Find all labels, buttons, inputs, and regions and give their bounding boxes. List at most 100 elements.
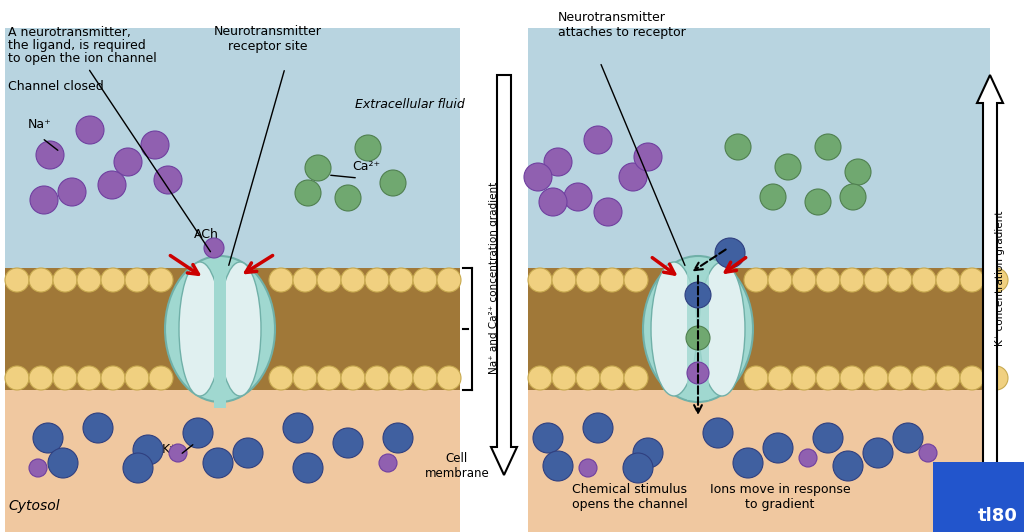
Circle shape [30, 186, 58, 214]
Circle shape [125, 268, 150, 292]
FancyBboxPatch shape [528, 268, 990, 390]
Circle shape [36, 141, 63, 169]
Circle shape [341, 268, 365, 292]
Circle shape [912, 268, 936, 292]
Text: ACh: ACh [194, 228, 219, 241]
Circle shape [792, 366, 816, 390]
Circle shape [524, 163, 552, 191]
Circle shape [633, 438, 663, 468]
Circle shape [154, 166, 182, 194]
Circle shape [733, 448, 763, 478]
Circle shape [125, 366, 150, 390]
Circle shape [29, 459, 47, 477]
FancyArrow shape [490, 75, 517, 475]
Circle shape [715, 238, 745, 268]
Ellipse shape [219, 262, 261, 396]
Circle shape [543, 451, 573, 481]
Circle shape [380, 170, 406, 196]
Circle shape [912, 366, 936, 390]
Circle shape [58, 178, 86, 206]
Circle shape [204, 238, 224, 258]
Text: Neurotransmitter
receptor site: Neurotransmitter receptor site [214, 25, 322, 53]
FancyBboxPatch shape [687, 270, 709, 400]
Circle shape [77, 268, 101, 292]
Circle shape [760, 184, 786, 210]
Circle shape [863, 438, 893, 468]
Circle shape [961, 268, 984, 292]
Text: Ions move in response
to gradient: Ions move in response to gradient [710, 483, 850, 511]
Circle shape [618, 163, 647, 191]
Circle shape [317, 366, 341, 390]
Circle shape [29, 268, 53, 292]
Ellipse shape [165, 256, 275, 402]
FancyBboxPatch shape [214, 266, 226, 408]
Circle shape [552, 366, 575, 390]
Circle shape [840, 268, 864, 292]
FancyArrow shape [977, 75, 1002, 470]
Circle shape [815, 134, 841, 160]
FancyBboxPatch shape [5, 390, 460, 532]
Text: the ligand, is required: the ligand, is required [8, 39, 145, 52]
Circle shape [437, 268, 461, 292]
Circle shape [528, 366, 552, 390]
Circle shape [936, 268, 961, 292]
Circle shape [269, 268, 293, 292]
Circle shape [634, 143, 662, 171]
Circle shape [5, 366, 29, 390]
Circle shape [600, 366, 624, 390]
Circle shape [203, 448, 233, 478]
Circle shape [333, 428, 362, 458]
Circle shape [539, 188, 567, 216]
Circle shape [888, 268, 912, 292]
Circle shape [169, 444, 187, 462]
Circle shape [845, 159, 871, 185]
Circle shape [575, 366, 600, 390]
Circle shape [768, 268, 792, 292]
Circle shape [583, 413, 613, 443]
Ellipse shape [651, 262, 697, 396]
Text: Cell
membrane: Cell membrane [425, 452, 489, 480]
Text: Chemical stimulus
opens the channel: Chemical stimulus opens the channel [572, 483, 688, 511]
Circle shape [53, 366, 77, 390]
Circle shape [685, 282, 711, 308]
FancyBboxPatch shape [528, 390, 990, 532]
FancyBboxPatch shape [528, 28, 990, 268]
Circle shape [365, 366, 389, 390]
Text: Na⁺: Na⁺ [28, 118, 52, 131]
Text: K⁺: K⁺ [162, 443, 177, 456]
Text: Extracellular fluid: Extracellular fluid [355, 98, 465, 111]
Circle shape [283, 413, 313, 443]
Ellipse shape [699, 262, 745, 396]
Circle shape [544, 148, 572, 176]
Circle shape [293, 366, 317, 390]
Circle shape [317, 268, 341, 292]
Circle shape [594, 198, 622, 226]
Circle shape [624, 268, 648, 292]
Circle shape [413, 366, 437, 390]
Circle shape [552, 268, 575, 292]
Text: tl80: tl80 [978, 507, 1018, 525]
Circle shape [150, 268, 173, 292]
Circle shape [840, 184, 866, 210]
Circle shape [600, 268, 624, 292]
Circle shape [775, 154, 801, 180]
Circle shape [984, 366, 1008, 390]
Circle shape [792, 268, 816, 292]
Circle shape [48, 448, 78, 478]
Circle shape [123, 453, 153, 483]
Circle shape [528, 268, 552, 292]
Ellipse shape [179, 262, 221, 396]
Circle shape [686, 326, 710, 350]
FancyBboxPatch shape [5, 268, 460, 390]
Text: Cytosol: Cytosol [8, 499, 59, 513]
Circle shape [833, 451, 863, 481]
Circle shape [53, 268, 77, 292]
Circle shape [77, 366, 101, 390]
Circle shape [379, 454, 397, 472]
Circle shape [961, 366, 984, 390]
Circle shape [624, 366, 648, 390]
Circle shape [703, 418, 733, 448]
Circle shape [744, 366, 768, 390]
Circle shape [437, 366, 461, 390]
Circle shape [725, 134, 751, 160]
